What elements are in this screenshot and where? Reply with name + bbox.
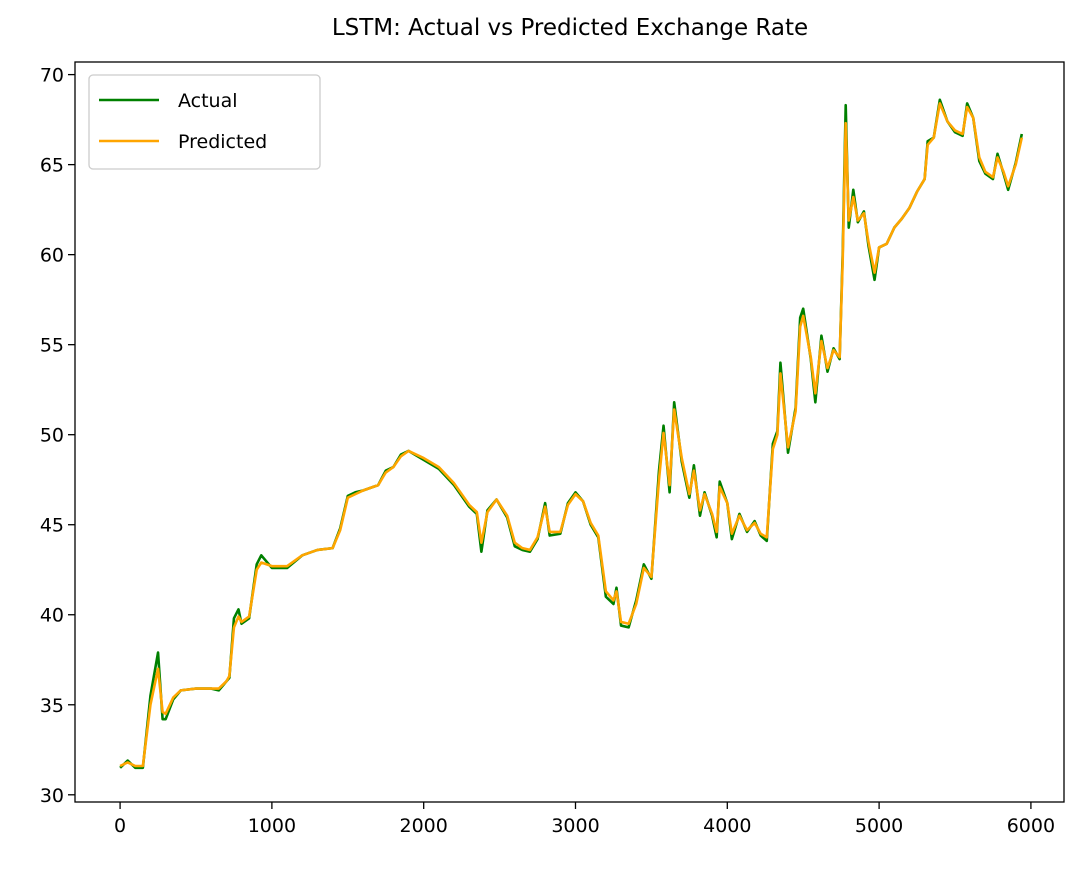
data-line (119, 102, 1024, 768)
y-tick-label: 40 (40, 605, 64, 627)
y-tick-label: 60 (40, 245, 64, 267)
x-tick-label: 3000 (551, 815, 599, 837)
y-tick-label: 45 (40, 515, 64, 537)
legend-label: Actual (178, 90, 238, 112)
data-line (119, 98, 1024, 770)
y-tick-label: 70 (40, 65, 64, 87)
y-tick-label: 55 (40, 335, 64, 357)
plot-frame (74, 61, 1065, 803)
y-tick-label: 30 (40, 785, 64, 807)
legend-label: Predicted (178, 131, 267, 153)
legend: Actual Predicted (88, 74, 321, 170)
x-tick-label: 2000 (400, 815, 448, 837)
y-tick-label: 35 (40, 695, 64, 717)
chart-title: LSTM: Actual vs Predicted Exchange Rate (332, 15, 808, 41)
x-tick-label: 4000 (703, 815, 751, 837)
y-tick-label: 50 (40, 425, 64, 447)
x-tick-label: 0 (114, 815, 126, 837)
x-tick-label: 6000 (1007, 815, 1055, 837)
legend-box (88, 74, 321, 170)
y-tick-label: 65 (40, 155, 64, 177)
x-tick-label: 1000 (248, 815, 296, 837)
x-tick-label: 5000 (855, 815, 903, 837)
